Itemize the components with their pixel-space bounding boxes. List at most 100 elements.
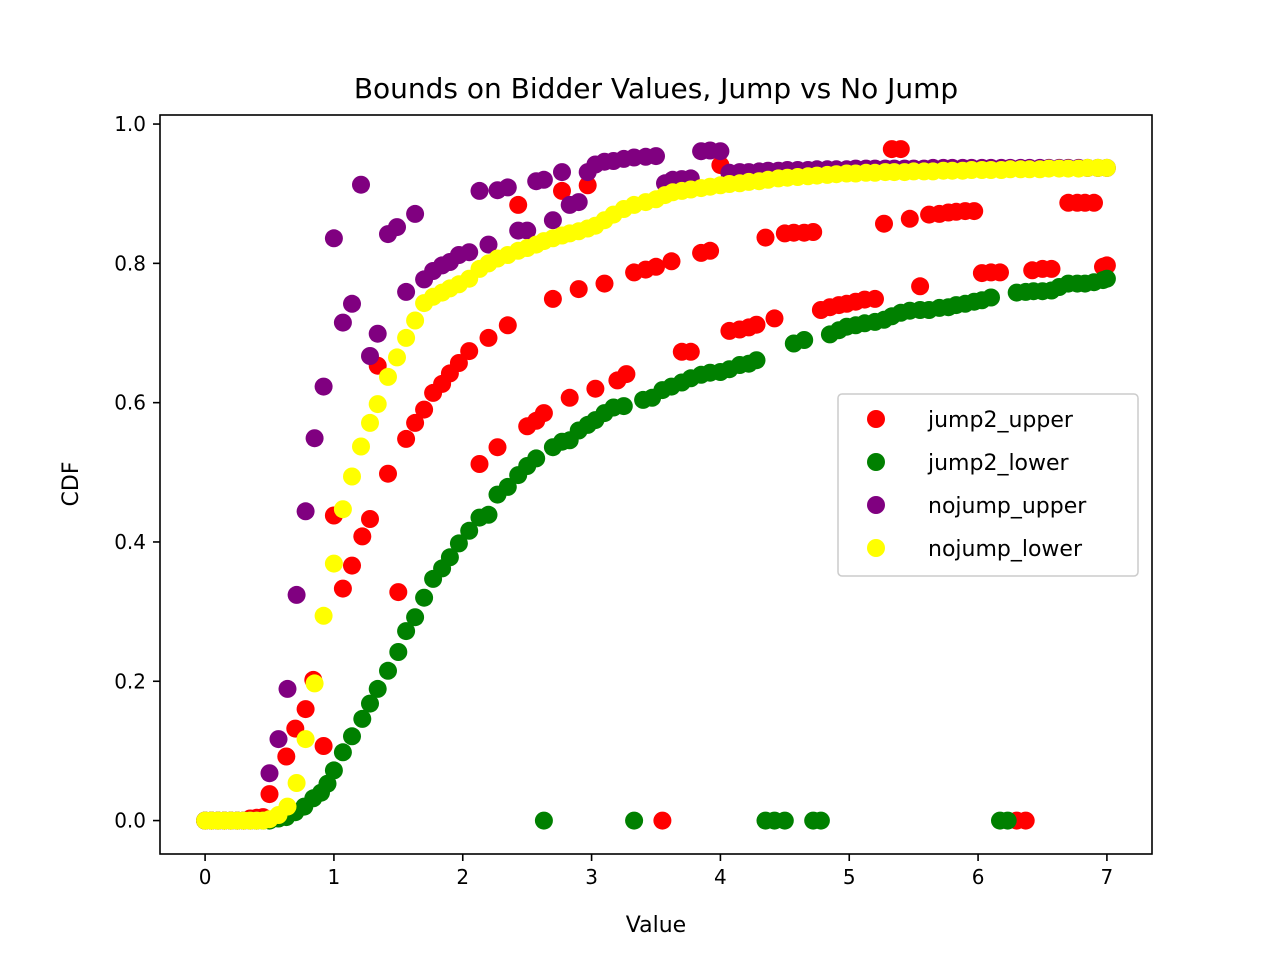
point-nojump_upper-19 <box>352 175 370 194</box>
point-jump2_upper-63 <box>756 228 775 247</box>
point-jump2_upper-24 <box>397 429 416 448</box>
point-jump2_upper-36 <box>509 195 528 214</box>
x-axis-label: Value <box>626 913 686 938</box>
point-jump2_upper-39 <box>534 404 553 423</box>
point-jump2_upper-53 <box>662 252 681 271</box>
legend-label-nojump_upper: nojump_upper <box>928 494 1087 519</box>
point-jump2_upper-18 <box>343 556 361 575</box>
point-jump2_lower-25 <box>389 643 408 661</box>
x-tick-label: 7 <box>1101 865 1114 889</box>
point-nojump_upper-17 <box>333 313 352 332</box>
x-tick-label: 1 <box>328 865 341 889</box>
point-jump2_upper-17 <box>333 579 352 598</box>
point-jump2_upper-43 <box>569 280 588 299</box>
point-jump2_lower-31 <box>440 548 459 567</box>
point-jump2_upper-11 <box>277 747 296 766</box>
y-tick-label: 0.6 <box>114 391 146 415</box>
point-jump2_upper-42 <box>560 388 579 407</box>
point-jump2_lower-21 <box>353 709 372 728</box>
point-nojump_upper-37 <box>518 221 537 240</box>
point-jump2_lower-32 <box>449 534 468 553</box>
point-jump2_upper-25 <box>406 413 425 432</box>
chart-title: Bounds on Bidder Values, Jump vs No Jump <box>354 72 958 105</box>
y-tick-label: 0.8 <box>114 251 146 275</box>
point-jump2_upper-62 <box>747 315 766 334</box>
point-jump2_upper-41 <box>553 181 571 200</box>
point-jump2_upper-20 <box>361 510 379 528</box>
point-nojump_lower-99 <box>1097 158 1116 177</box>
x-tick-label: 5 <box>843 865 856 889</box>
point-jump2_lower-92 <box>998 811 1017 830</box>
x-tick-label: 0 <box>199 865 212 889</box>
point-jump2_upper-91 <box>1016 811 1035 830</box>
x-tick-label: 6 <box>972 865 985 889</box>
point-nojump_lower-20 <box>352 437 370 456</box>
point-nojump_lower-15 <box>305 674 324 693</box>
point-jump2_lower-69 <box>795 331 814 349</box>
point-nojump_upper-33 <box>479 235 498 254</box>
point-nojump_upper-24 <box>397 282 416 301</box>
point-jump2_lower-50 <box>614 397 633 416</box>
point-nojump_lower-26 <box>406 311 425 330</box>
legend-marker-jump2_lower <box>867 453 885 471</box>
point-nojump_lower-17 <box>324 554 343 573</box>
point-jump2_lower-24 <box>379 661 397 680</box>
series-nojump_lower <box>196 158 1116 830</box>
point-jump2_lower-64 <box>747 351 766 370</box>
legend-marker-nojump_upper <box>867 496 885 514</box>
point-jump2_upper-98 <box>1085 193 1103 212</box>
point-nojump_lower-22 <box>368 395 387 414</box>
point-jump2_lower-90 <box>982 288 1000 307</box>
point-nojump_upper-40 <box>543 211 562 230</box>
point-jump2_upper-23 <box>389 583 408 602</box>
point-nojump_upper-13 <box>296 502 315 521</box>
y-tick-label: 1.0 <box>114 112 146 136</box>
point-jump2_upper-76 <box>875 214 893 233</box>
x-axis: 0 1 2 3 4 5 6 7 <box>199 854 1114 889</box>
point-jump2_upper-19 <box>353 527 372 546</box>
point-nojump_lower-24 <box>388 348 406 367</box>
point-nojump_upper-10 <box>269 730 288 749</box>
legend-label-jump2_lower: jump2_lower <box>927 451 1070 476</box>
y-axis-label: CDF <box>59 462 84 507</box>
point-nojump_upper-20 <box>361 347 379 365</box>
point-jump2_upper-94 <box>1042 259 1061 278</box>
point-jump2_upper-13 <box>296 700 315 719</box>
point-nojump_upper-11 <box>278 679 297 698</box>
point-nojump_upper-35 <box>498 178 517 197</box>
point-nojump_upper-21 <box>368 324 387 343</box>
point-jump2_upper-52 <box>653 811 672 830</box>
point-jump2_lower-71 <box>811 811 830 830</box>
point-nojump_upper-23 <box>388 218 406 237</box>
x-tick-label: 2 <box>456 865 469 889</box>
plot-frame <box>159 114 1153 855</box>
point-nojump_lower-25 <box>397 328 416 347</box>
point-jump2_upper-26 <box>415 400 434 419</box>
legend-label-jump2_upper: jump2_upper <box>927 408 1074 433</box>
x-tick-label: 3 <box>585 865 598 889</box>
point-nojump_upper-16 <box>324 229 343 248</box>
point-nojump_upper-32 <box>470 181 489 200</box>
point-nojump_lower-14 <box>296 730 315 749</box>
point-jump2_upper-80 <box>911 277 930 296</box>
point-jump2_upper-75 <box>866 289 884 308</box>
point-jump2_upper-89 <box>991 263 1009 282</box>
point-jump2_upper-33 <box>479 328 498 347</box>
point-jump2_upper-45 <box>586 379 605 398</box>
point-nojump_upper-41 <box>553 163 571 182</box>
point-jump2_upper-78 <box>891 140 910 159</box>
point-nojump_upper-31 <box>460 243 479 262</box>
point-nojump_upper-12 <box>287 585 306 604</box>
point-jump2_upper-10 <box>260 785 279 804</box>
point-jump2_lower-35 <box>479 505 498 524</box>
point-jump2_lower-18 <box>324 761 343 780</box>
point-nojump_lower-21 <box>361 413 379 432</box>
point-jump2_lower-20 <box>343 727 361 746</box>
x-tick-label: 4 <box>714 865 727 889</box>
point-jump2_upper-68 <box>804 223 823 241</box>
point-nojump_upper-15 <box>314 377 333 396</box>
point-jump2_upper-64 <box>765 309 784 328</box>
point-jump2_upper-40 <box>543 289 562 308</box>
point-jump2_upper-44 <box>578 176 597 195</box>
